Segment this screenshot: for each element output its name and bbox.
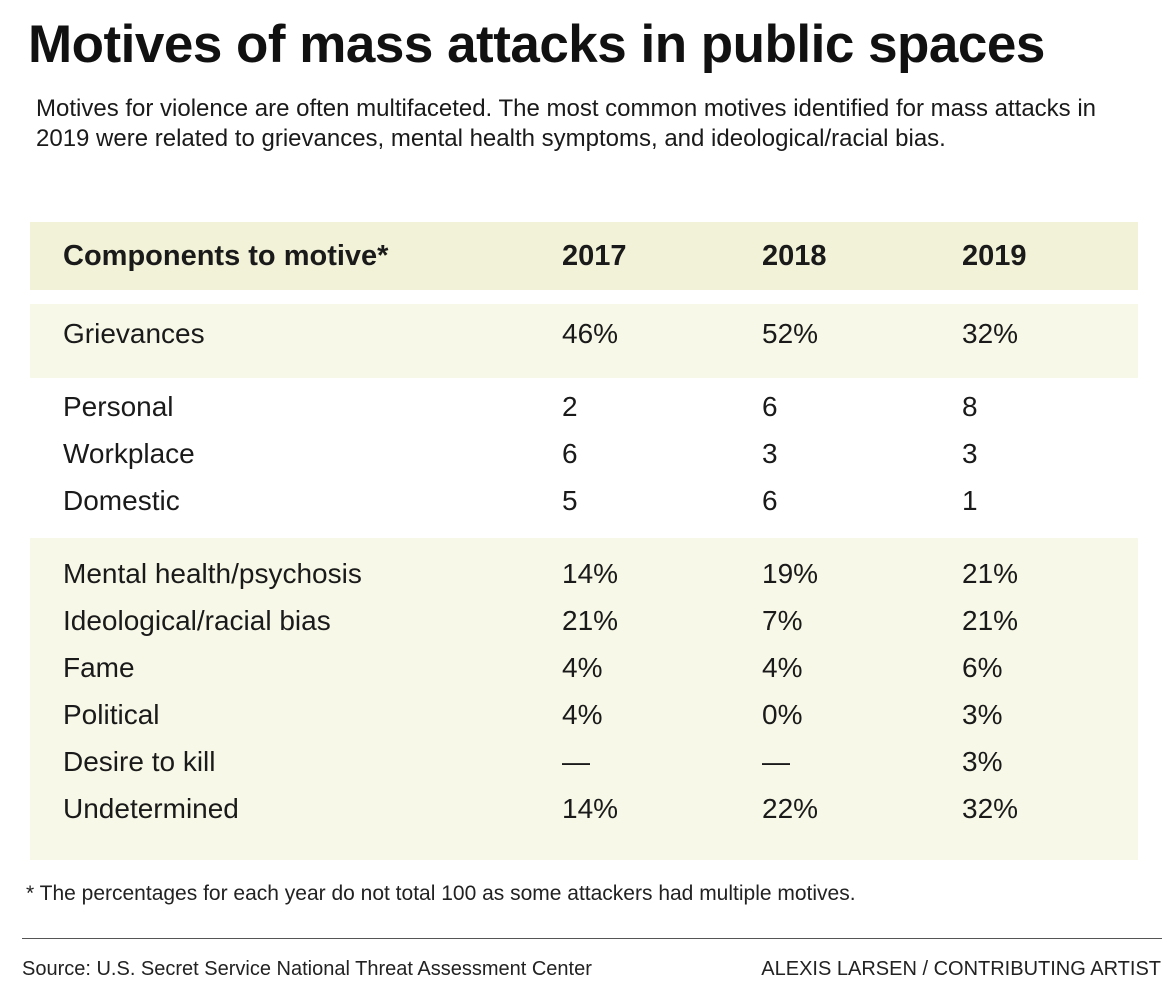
row-label: Fame [63,652,135,683]
value-2018: 0% [762,699,803,730]
value-2019: 21% [962,605,1019,636]
table-row-domestic: Domestic 5 6 1 [30,481,1138,521]
value-2019: 3% [962,699,1003,730]
table-header-row: Components to motive* 2017 2018 2019 [30,236,1138,276]
table-row-personal: Personal 2 6 8 [30,387,1138,427]
header-cell-2018: 2018 [762,240,827,272]
chart-subtitle: Motives for violence are often multiface… [36,95,1097,152]
table-row-fame: Fame 4% 4% 6% [30,648,1138,688]
value-2019: 3 [962,438,978,469]
value-2018: 7% [762,605,803,636]
row-label: Mental health/psychosis [63,558,362,589]
table-row-political: Political 4% 0% 3% [30,695,1138,735]
table-row-undetermined: Undetermined 14% 22% 32% [30,789,1138,829]
table-row-ideological-bias: Ideological/racial bias 21% 7% 21% [30,601,1138,641]
value-2018: 6 [762,485,778,516]
grievances-band [30,304,1138,378]
row-label: Personal [63,391,174,422]
source-line: Source: U.S. Secret Service National Thr… [22,958,592,980]
value-2017: 46% [562,318,619,349]
value-2017: 21% [562,605,619,636]
value-2017: 4% [562,652,603,683]
table-row-grievances: Grievances 46% 52% 32% [30,314,1138,354]
value-2017: 5 [562,485,578,516]
footer-divider [22,938,1162,939]
value-2018: 6 [762,391,778,422]
row-label: Workplace [63,438,195,469]
value-2019: 1 [962,485,978,516]
table-row-workplace: Workplace 6 3 3 [30,434,1138,474]
header-cell-2017: 2017 [562,240,627,272]
value-2018: 3 [762,438,778,469]
value-2017: — [562,746,590,777]
row-label: Political [63,699,160,730]
value-2017: 6 [562,438,578,469]
value-2017: 14% [562,558,619,589]
value-2018: 4% [762,652,803,683]
value-2019: 32% [962,793,1019,824]
header-band [30,222,1138,290]
table-row-mental-health: Mental health/psychosis 14% 19% 21% [30,554,1138,594]
other-motives-band [30,538,1138,860]
value-2019: 3% [962,746,1003,777]
header-cell-motive: Components to motive* [63,240,389,272]
table-row-desire-to-kill: Desire to kill — — 3% [30,742,1138,782]
row-label: Undetermined [63,793,239,824]
chart-title: Motives of mass attacks in public spaces [28,15,1045,74]
row-label: Ideological/racial bias [63,605,331,636]
value-2019: 6% [962,652,1003,683]
artist-credit: ALEXIS LARSEN / CONTRIBUTING ARTIST [761,958,1161,980]
value-2019: 32% [962,318,1019,349]
footnote: * The percentages for each year do not t… [26,882,856,905]
value-2018: 19% [762,558,819,589]
value-2017: 4% [562,699,603,730]
header-cell-2019: 2019 [962,240,1027,272]
value-2018: 22% [762,793,819,824]
value-2017: 2 [562,391,578,422]
row-label: Grievances [63,318,205,349]
value-2018: 52% [762,318,819,349]
row-label: Desire to kill [63,746,216,777]
value-2019: 8 [962,391,978,422]
value-2017: 14% [562,793,619,824]
value-2018: — [762,746,790,777]
row-label: Domestic [63,485,180,516]
value-2019: 21% [962,558,1019,589]
